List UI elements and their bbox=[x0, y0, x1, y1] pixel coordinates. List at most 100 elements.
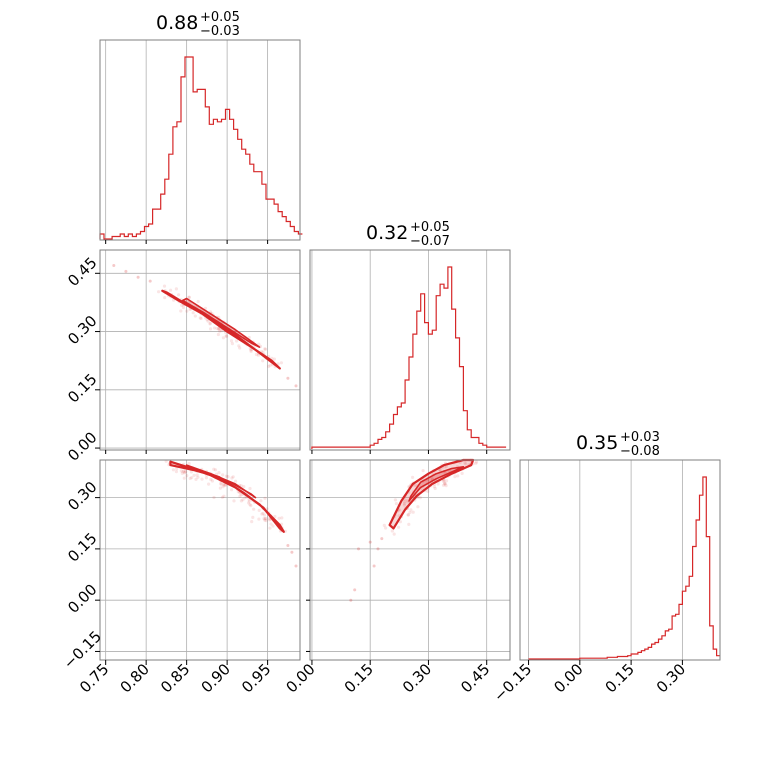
outlier-sample bbox=[112, 264, 116, 267]
outlier-sample bbox=[124, 269, 128, 273]
sample-point bbox=[216, 332, 220, 337]
sample-point bbox=[187, 461, 191, 466]
sample-point bbox=[200, 477, 204, 481]
y-tick-label: 0.15 bbox=[64, 370, 100, 406]
sample-point bbox=[249, 504, 253, 508]
sample-point bbox=[384, 526, 388, 530]
sample-point bbox=[204, 476, 208, 480]
panel-background bbox=[100, 460, 300, 660]
sample-point bbox=[181, 470, 185, 474]
sample-point bbox=[194, 477, 198, 481]
sample-point bbox=[235, 339, 239, 343]
sample-point bbox=[185, 474, 189, 478]
sample-point bbox=[418, 496, 422, 500]
sample-point bbox=[254, 352, 258, 357]
sample-point bbox=[226, 475, 230, 479]
sample-point bbox=[222, 483, 226, 487]
sample-point bbox=[406, 513, 411, 517]
sample-point bbox=[433, 486, 437, 491]
sample-point bbox=[402, 503, 406, 507]
sample-point bbox=[234, 479, 238, 483]
sample-point bbox=[257, 508, 261, 512]
sample-point bbox=[239, 484, 243, 488]
sample-point bbox=[263, 347, 267, 351]
sample-point bbox=[251, 515, 255, 520]
param-minus-error: −0.03 bbox=[200, 24, 240, 39]
param-minus-error: −0.07 bbox=[410, 234, 450, 249]
sample-point bbox=[279, 361, 283, 365]
sample-point bbox=[272, 357, 276, 361]
sample-point bbox=[157, 290, 161, 294]
sample-point bbox=[218, 327, 222, 331]
sample-point bbox=[273, 514, 277, 519]
sample-point bbox=[163, 296, 167, 300]
sample-point bbox=[263, 517, 267, 521]
sample-point bbox=[196, 299, 200, 304]
sample-point bbox=[237, 344, 241, 348]
x-tick-label: 0.90 bbox=[198, 660, 234, 696]
sample-point bbox=[219, 481, 223, 485]
sample-point bbox=[456, 474, 460, 478]
sample-point bbox=[230, 476, 234, 480]
x-tick-label: 0.75 bbox=[76, 660, 112, 696]
x-tick-label: 0.85 bbox=[157, 660, 193, 696]
sample-point bbox=[398, 520, 402, 524]
param-plus-error: +0.05 bbox=[200, 10, 240, 25]
sample-point bbox=[182, 469, 186, 473]
sample-point bbox=[464, 462, 468, 466]
sample-point bbox=[190, 476, 194, 480]
sample-point bbox=[430, 477, 434, 481]
sample-point bbox=[256, 353, 260, 357]
sample-point bbox=[442, 478, 446, 482]
sample-point bbox=[224, 474, 228, 478]
sample-point bbox=[218, 329, 222, 333]
panel-frame bbox=[309, 249, 511, 451]
panel-frame bbox=[99, 39, 301, 241]
sample-point bbox=[269, 522, 273, 526]
param-plus-error: +0.03 bbox=[620, 430, 660, 445]
sample-point bbox=[260, 512, 264, 516]
sample-point bbox=[443, 471, 447, 475]
sample-point bbox=[242, 485, 246, 489]
sample-point bbox=[263, 496, 267, 500]
sample-point bbox=[243, 496, 247, 500]
sample-point bbox=[231, 475, 235, 479]
scatter-panel-1-2 bbox=[309, 458, 511, 661]
sample-point bbox=[221, 485, 225, 489]
sample-point bbox=[177, 293, 181, 297]
sample-point bbox=[393, 498, 397, 502]
sample-point bbox=[474, 461, 478, 465]
sample-point bbox=[271, 524, 275, 528]
sample-point bbox=[182, 476, 186, 480]
sample-point bbox=[220, 495, 224, 499]
sample-point bbox=[230, 342, 234, 346]
sample-point bbox=[198, 316, 202, 320]
sample-point bbox=[460, 471, 464, 475]
sample-point bbox=[179, 309, 183, 313]
sample-point bbox=[247, 499, 251, 503]
panel-background bbox=[310, 460, 510, 660]
sample-point bbox=[406, 513, 410, 517]
panel-frame bbox=[519, 459, 721, 661]
sample-point bbox=[249, 348, 253, 352]
sample-point bbox=[199, 316, 203, 321]
sample-point bbox=[206, 319, 210, 323]
sample-point bbox=[239, 499, 243, 503]
x-tick-label: 0.30 bbox=[653, 660, 689, 696]
sample-point bbox=[169, 288, 173, 292]
sample-point bbox=[267, 517, 271, 521]
sample-point bbox=[208, 321, 212, 325]
sample-point bbox=[196, 475, 200, 479]
sample-point bbox=[171, 468, 175, 472]
outlier-sample bbox=[294, 564, 298, 568]
sample-point bbox=[261, 350, 265, 354]
sample-point bbox=[249, 349, 253, 353]
sample-point bbox=[280, 516, 284, 520]
sample-point bbox=[409, 508, 413, 512]
sample-point bbox=[215, 326, 219, 331]
y-tick-label: 0.00 bbox=[64, 428, 100, 464]
sample-point bbox=[189, 470, 193, 474]
sample-point bbox=[264, 519, 268, 523]
sample-point bbox=[212, 495, 216, 500]
sample-point bbox=[191, 311, 195, 315]
